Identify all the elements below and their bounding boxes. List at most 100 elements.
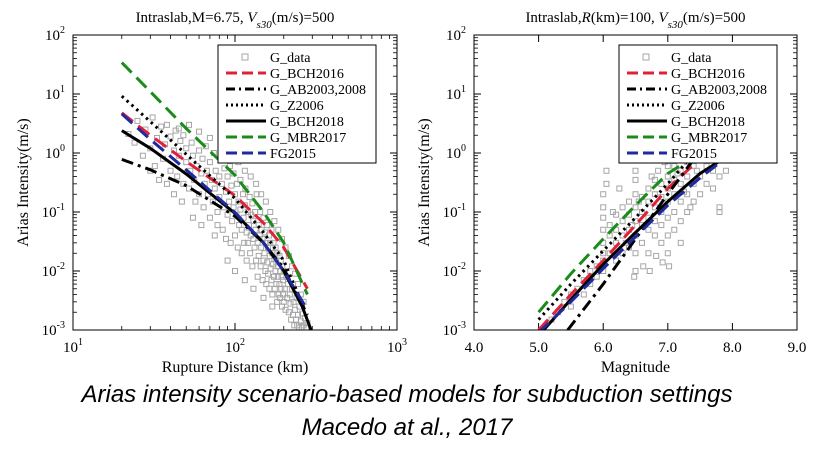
data-point (690, 198, 697, 205)
y-tick-label: 10-1 (443, 202, 466, 221)
data-point (666, 263, 673, 270)
data-point (238, 250, 245, 257)
data-point (247, 250, 254, 257)
data-point (189, 152, 196, 159)
data-point (139, 152, 146, 159)
data-point (716, 173, 723, 180)
y-tick-label: 10-2 (42, 261, 65, 280)
data-point (214, 209, 221, 215)
data-point (200, 204, 207, 211)
data-point (631, 273, 638, 280)
legend-label-g-data: G_data (270, 51, 311, 66)
data-point (645, 226, 652, 233)
data-point (645, 185, 652, 192)
data-point (632, 204, 639, 211)
data-point (174, 173, 181, 180)
data-point (280, 277, 287, 284)
data-point (178, 198, 185, 205)
data-point (196, 147, 203, 154)
data-point (254, 239, 261, 246)
x-tick-label: 101 (63, 337, 83, 356)
data-point (183, 145, 190, 152)
data-point (580, 291, 587, 298)
legend-label-g-z2006: G_Z2006 (671, 99, 725, 114)
arias-vs-distance-chart: Intraslab,M=6.75, Vs30(m/s)=500 10-3 10-2 1… (15, 10, 407, 376)
data-point (211, 232, 218, 239)
x-tick-label: 8.0 (723, 340, 742, 356)
y-tick-label: 10-1 (42, 202, 65, 221)
data-point (619, 218, 626, 225)
x-tick-label: 102 (225, 337, 245, 356)
data-point (149, 114, 156, 121)
data-point (254, 273, 261, 280)
data-point (180, 132, 187, 139)
legend-label-g-ab2003-2008: G_AB2003,2008 (671, 83, 767, 98)
data-point (640, 263, 647, 270)
x-tick-label: 6.0 (594, 340, 613, 356)
data-point (211, 185, 218, 192)
data-point (703, 180, 710, 187)
data-point (645, 250, 652, 257)
data-point (600, 214, 607, 221)
data-point (185, 121, 192, 128)
data-point (677, 239, 684, 246)
x-tick-label: 4.0 (465, 340, 484, 356)
data-point (671, 209, 678, 215)
data-point (214, 222, 221, 229)
data-point (274, 273, 281, 280)
left-chart-panel: Intraslab,M=6.75, Vs30(m/s)=500 10-3 10-2 1… (0, 0, 407, 380)
data-point (243, 257, 250, 264)
data-point (262, 198, 269, 205)
data-point (658, 239, 665, 246)
data-point (267, 209, 274, 215)
data-point (216, 173, 223, 180)
series-line-g-mbr2017 (120, 61, 309, 296)
data-point (632, 167, 639, 174)
data-point (632, 268, 639, 274)
data-point (287, 300, 294, 307)
data-point (206, 214, 213, 221)
data-point (185, 185, 192, 192)
legend-box (217, 44, 377, 164)
data-point (632, 250, 639, 257)
data-point (260, 294, 267, 301)
data-point (273, 281, 280, 288)
legend-swatch-g-data (241, 53, 249, 61)
data-point (226, 198, 233, 205)
data-point (198, 222, 205, 229)
x-axis-label: Magnitude (601, 359, 670, 376)
series-line-fg2015 (539, 151, 734, 330)
data-point (192, 198, 199, 205)
data-point (280, 298, 287, 305)
data-point (199, 155, 206, 162)
legend: G_dataG_BCH2016G_AB2003,2008G_Z2006G_BCH… (217, 44, 377, 164)
chart-title: Intraslab,M=6.75, Vs30(m/s)=500 (136, 10, 335, 31)
legend-label-g-data: G_data (671, 51, 712, 66)
data-point (251, 244, 258, 251)
data-point (619, 204, 626, 211)
data-point (227, 239, 234, 246)
data-point (257, 263, 264, 270)
data-point (567, 303, 574, 310)
x-axis-label: Rupture Distance (km) (162, 359, 309, 376)
data-point (664, 250, 671, 257)
data-point (244, 239, 251, 246)
axes-frame (72, 34, 398, 331)
data-point (280, 291, 287, 298)
data-point (170, 191, 177, 198)
series-line-g-bch2016 (120, 111, 309, 290)
legend-label-fg2015: FG2015 (671, 147, 717, 162)
data-point (274, 298, 281, 305)
data-point (606, 222, 613, 229)
data-point (716, 204, 723, 211)
data-point (281, 285, 288, 292)
data-point (645, 198, 652, 205)
data-point (177, 137, 184, 144)
data-point (664, 173, 671, 180)
x-tick-label: 7.0 (658, 340, 677, 356)
data-point (275, 226, 282, 233)
figure-caption-title: Arias intensity scenario-based models fo… (81, 381, 733, 408)
data-point (600, 204, 607, 211)
data-point (167, 133, 174, 140)
data-point (664, 198, 671, 205)
